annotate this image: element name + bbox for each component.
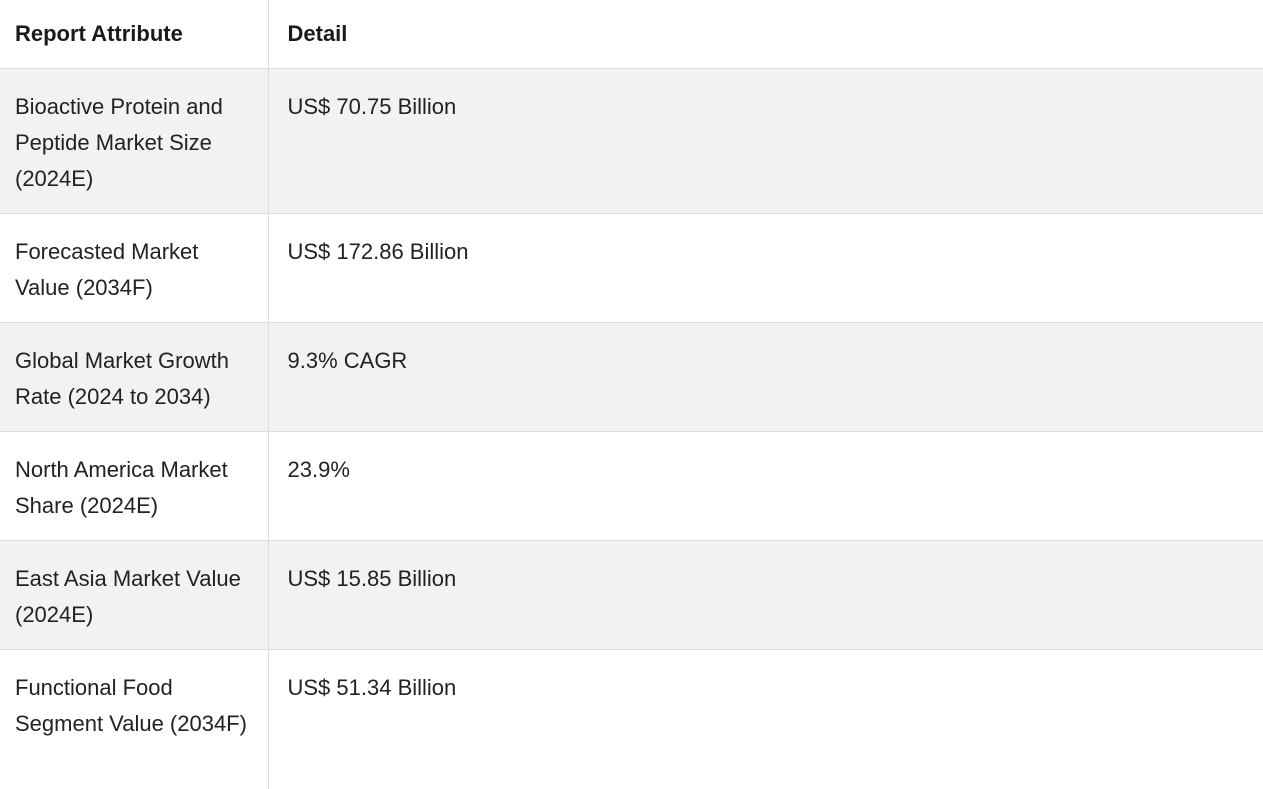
attribute-cell: Global Market Growth Rate (2024 to 2034) (15, 347, 229, 409)
table-row: Forecasted Market Value (2034F) US$ 172.… (0, 213, 1263, 322)
attribute-cell: East Asia Market Value (2024E) (15, 565, 241, 627)
detail-cell: US$ 70.75 Billion (267, 68, 1263, 213)
table-row: East Asia Market Value (2024E) US$ 15.85… (0, 540, 1263, 649)
table-row: Bioactive Protein and Peptide Market Siz… (0, 68, 1263, 213)
detail-cell: 23.9% (267, 431, 1263, 540)
attribute-cell: Bioactive Protein and Peptide Market Siz… (15, 93, 223, 191)
table-row: Global Market Growth Rate (2024 to 2034)… (0, 322, 1263, 431)
attribute-cell: Forecasted Market Value (2034F) (15, 238, 199, 300)
table-row: North America Market Share (2024E) 23.9% (0, 431, 1263, 540)
header-detail: Detail (267, 0, 1263, 68)
header-report-attribute: Report Attribute (15, 21, 183, 46)
attribute-cell: North America Market Share (2024E) (15, 456, 228, 518)
attribute-cell: Functional Food Segment Value (2034F) (15, 674, 247, 736)
table-header-row: Report Attribute Detail (0, 0, 1263, 68)
detail-cell: US$ 51.34 Billion (267, 649, 1263, 789)
table-row: Functional Food Segment Value (2034F) US… (0, 649, 1263, 789)
detail-cell: US$ 172.86 Billion (267, 213, 1263, 322)
detail-cell: 9.3% CAGR (267, 322, 1263, 431)
detail-cell: US$ 15.85 Billion (267, 540, 1263, 649)
